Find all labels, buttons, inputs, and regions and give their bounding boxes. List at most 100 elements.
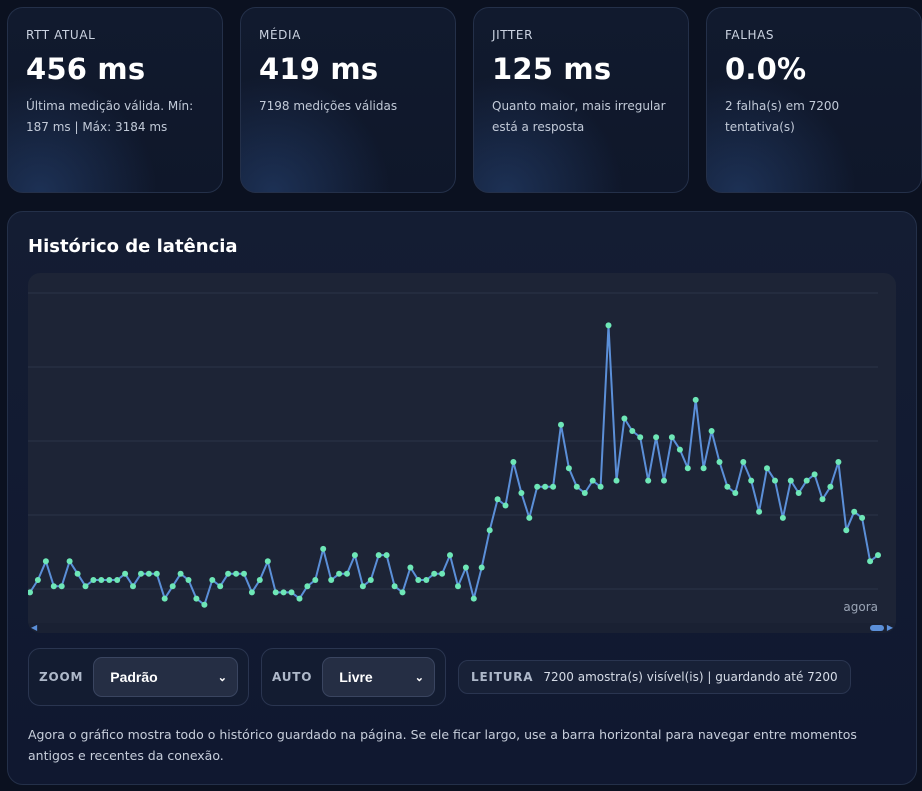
zoom-label: ZOOM [39,670,84,684]
data-point [478,564,485,571]
latency-chart-svg: agora [28,292,881,614]
zoom-select[interactable]: Padrão ⌄ [93,657,238,697]
data-point [486,527,493,534]
data-point [724,483,731,490]
data-point [819,496,826,503]
data-point [161,595,168,602]
scroll-thumb[interactable] [870,625,884,631]
card-rtt-atual: RTT ATUAL 456 ms Última medição válida. … [7,7,223,193]
chevron-down-icon: ⌄ [217,671,227,684]
data-point [359,583,366,590]
footnote-text: Agora o gráfico mostra todo o histórico … [28,727,857,763]
data-point [367,577,374,583]
data-point [803,477,810,484]
data-point [233,570,240,577]
data-point [50,583,57,590]
zoom-control: ZOOM Padrão ⌄ [28,648,249,706]
data-point [391,583,398,590]
card-value: 419 ms [259,52,379,86]
card-label: JITTER [492,28,534,42]
data-point [248,589,255,596]
data-point [565,465,572,472]
data-point [193,595,200,602]
card-value: 125 ms [492,52,612,86]
panel-title: Histórico de latência [28,236,238,257]
data-point [779,514,786,521]
data-point [653,434,660,441]
data-point [138,570,144,577]
data-point [383,552,390,559]
data-point [280,589,287,596]
data-point [42,558,49,565]
data-point [288,589,295,596]
card-media: MÉDIA 419 ms 7198 medições válidas [240,7,456,193]
data-point [217,583,224,590]
data-point [296,595,303,602]
data-point [629,428,636,434]
chart-controls: ZOOM Padrão ⌄ AUTO Livre ⌄ LEITURA 7200 … [28,648,851,706]
data-point [122,570,129,577]
card-description: 2 falha(s) em 7200 tentativa(s) [725,99,840,134]
reading-info: LEITURA 7200 amostra(s) visível(is) | gu… [458,660,851,694]
data-point [241,570,247,577]
card-value: 0.0% [725,52,807,86]
data-point [748,477,755,484]
scroll-left-arrow-icon[interactable]: ◀ [31,623,38,632]
data-point [256,577,263,583]
data-point [177,570,184,577]
data-point [510,459,517,465]
card-label: RTT ATUAL [26,28,96,42]
data-point [169,583,176,590]
data-point [439,570,446,577]
latency-history-panel: Histórico de latência agora ◀ ▶ ZOOM Pad… [7,211,917,785]
data-point [716,459,723,465]
data-point [399,589,406,596]
data-point [455,583,461,590]
data-point [447,552,453,559]
auto-select-value: Livre [339,669,373,685]
data-point [264,558,271,565]
data-point [645,477,652,484]
data-point [328,577,335,583]
data-point [621,415,628,422]
data-point [66,558,73,565]
data-point [700,465,707,472]
data-point [312,577,319,583]
data-point [304,583,311,590]
auto-select[interactable]: Livre ⌄ [322,657,435,697]
data-point [558,421,564,428]
horizontal-scrollbar[interactable]: ◀ ▶ [28,623,896,633]
data-point [573,483,580,490]
data-point [375,552,382,559]
data-point [351,552,358,559]
latency-chart[interactable]: agora ◀ ▶ [28,273,896,633]
data-point [740,459,747,465]
data-point [764,465,770,472]
data-point [58,583,65,590]
data-point [692,396,699,403]
auto-control: AUTO Livre ⌄ [261,648,446,706]
chevron-down-icon: ⌄ [414,671,424,684]
data-point [185,577,192,583]
data-point [98,577,105,583]
data-point [209,577,216,583]
data-point [550,483,557,490]
data-point [106,577,113,583]
data-point [470,595,477,602]
data-point [201,601,208,608]
data-point [502,502,509,509]
scroll-right-arrow-icon[interactable]: ▶ [886,623,893,632]
data-point [423,577,430,583]
data-point [415,577,422,583]
data-point [859,514,866,521]
data-point [875,552,881,559]
data-point [82,583,89,590]
data-point [851,508,858,515]
data-point [407,564,414,571]
data-point [225,570,232,577]
data-point [605,322,612,329]
card-description: Última medição válida. Mín: 187 ms | Máx… [26,99,194,134]
data-point [462,564,469,571]
data-point [668,434,675,441]
data-point [90,577,97,583]
